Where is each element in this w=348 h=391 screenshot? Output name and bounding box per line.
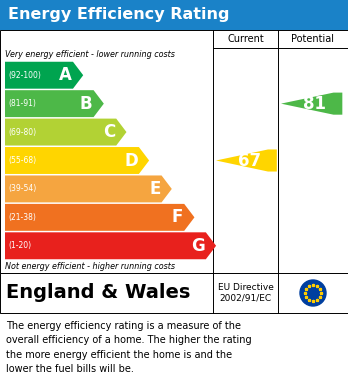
- Text: D: D: [124, 151, 138, 170]
- Text: England & Wales: England & Wales: [6, 283, 190, 303]
- Text: Current: Current: [227, 34, 264, 44]
- Text: (55-68): (55-68): [8, 156, 36, 165]
- Text: Very energy efficient - lower running costs: Very energy efficient - lower running co…: [5, 50, 175, 59]
- Circle shape: [300, 280, 326, 306]
- Text: (21-38): (21-38): [8, 213, 36, 222]
- Text: Energy Efficiency Rating: Energy Efficiency Rating: [8, 7, 229, 23]
- Text: EU Directive
2002/91/EC: EU Directive 2002/91/EC: [218, 283, 274, 303]
- Bar: [0, 273, 348, 313]
- Text: (69-80): (69-80): [8, 127, 36, 136]
- Text: (81-91): (81-91): [8, 99, 36, 108]
- Text: Not energy efficient - higher running costs: Not energy efficient - higher running co…: [5, 262, 175, 271]
- Text: (1-20): (1-20): [8, 241, 31, 250]
- Bar: [0, 0, 348, 30]
- Text: 67: 67: [237, 151, 261, 170]
- Text: A: A: [59, 66, 72, 84]
- Polygon shape: [5, 204, 195, 231]
- Text: C: C: [103, 123, 115, 141]
- Polygon shape: [5, 232, 216, 259]
- Text: B: B: [80, 95, 93, 113]
- Text: 81: 81: [303, 95, 326, 113]
- Text: F: F: [172, 208, 183, 226]
- Text: G: G: [191, 237, 205, 255]
- Text: (39-54): (39-54): [8, 185, 36, 194]
- Polygon shape: [5, 176, 172, 203]
- Text: The energy efficiency rating is a measure of the
overall efficiency of a home. T: The energy efficiency rating is a measur…: [6, 321, 252, 374]
- Text: (92-100): (92-100): [8, 71, 41, 80]
- Polygon shape: [216, 149, 277, 172]
- Bar: [0, 30, 348, 273]
- Polygon shape: [5, 147, 149, 174]
- Text: E: E: [149, 180, 160, 198]
- Polygon shape: [5, 118, 126, 145]
- Polygon shape: [5, 62, 83, 89]
- Polygon shape: [5, 90, 104, 117]
- Polygon shape: [281, 93, 342, 115]
- Text: Potential: Potential: [292, 34, 334, 44]
